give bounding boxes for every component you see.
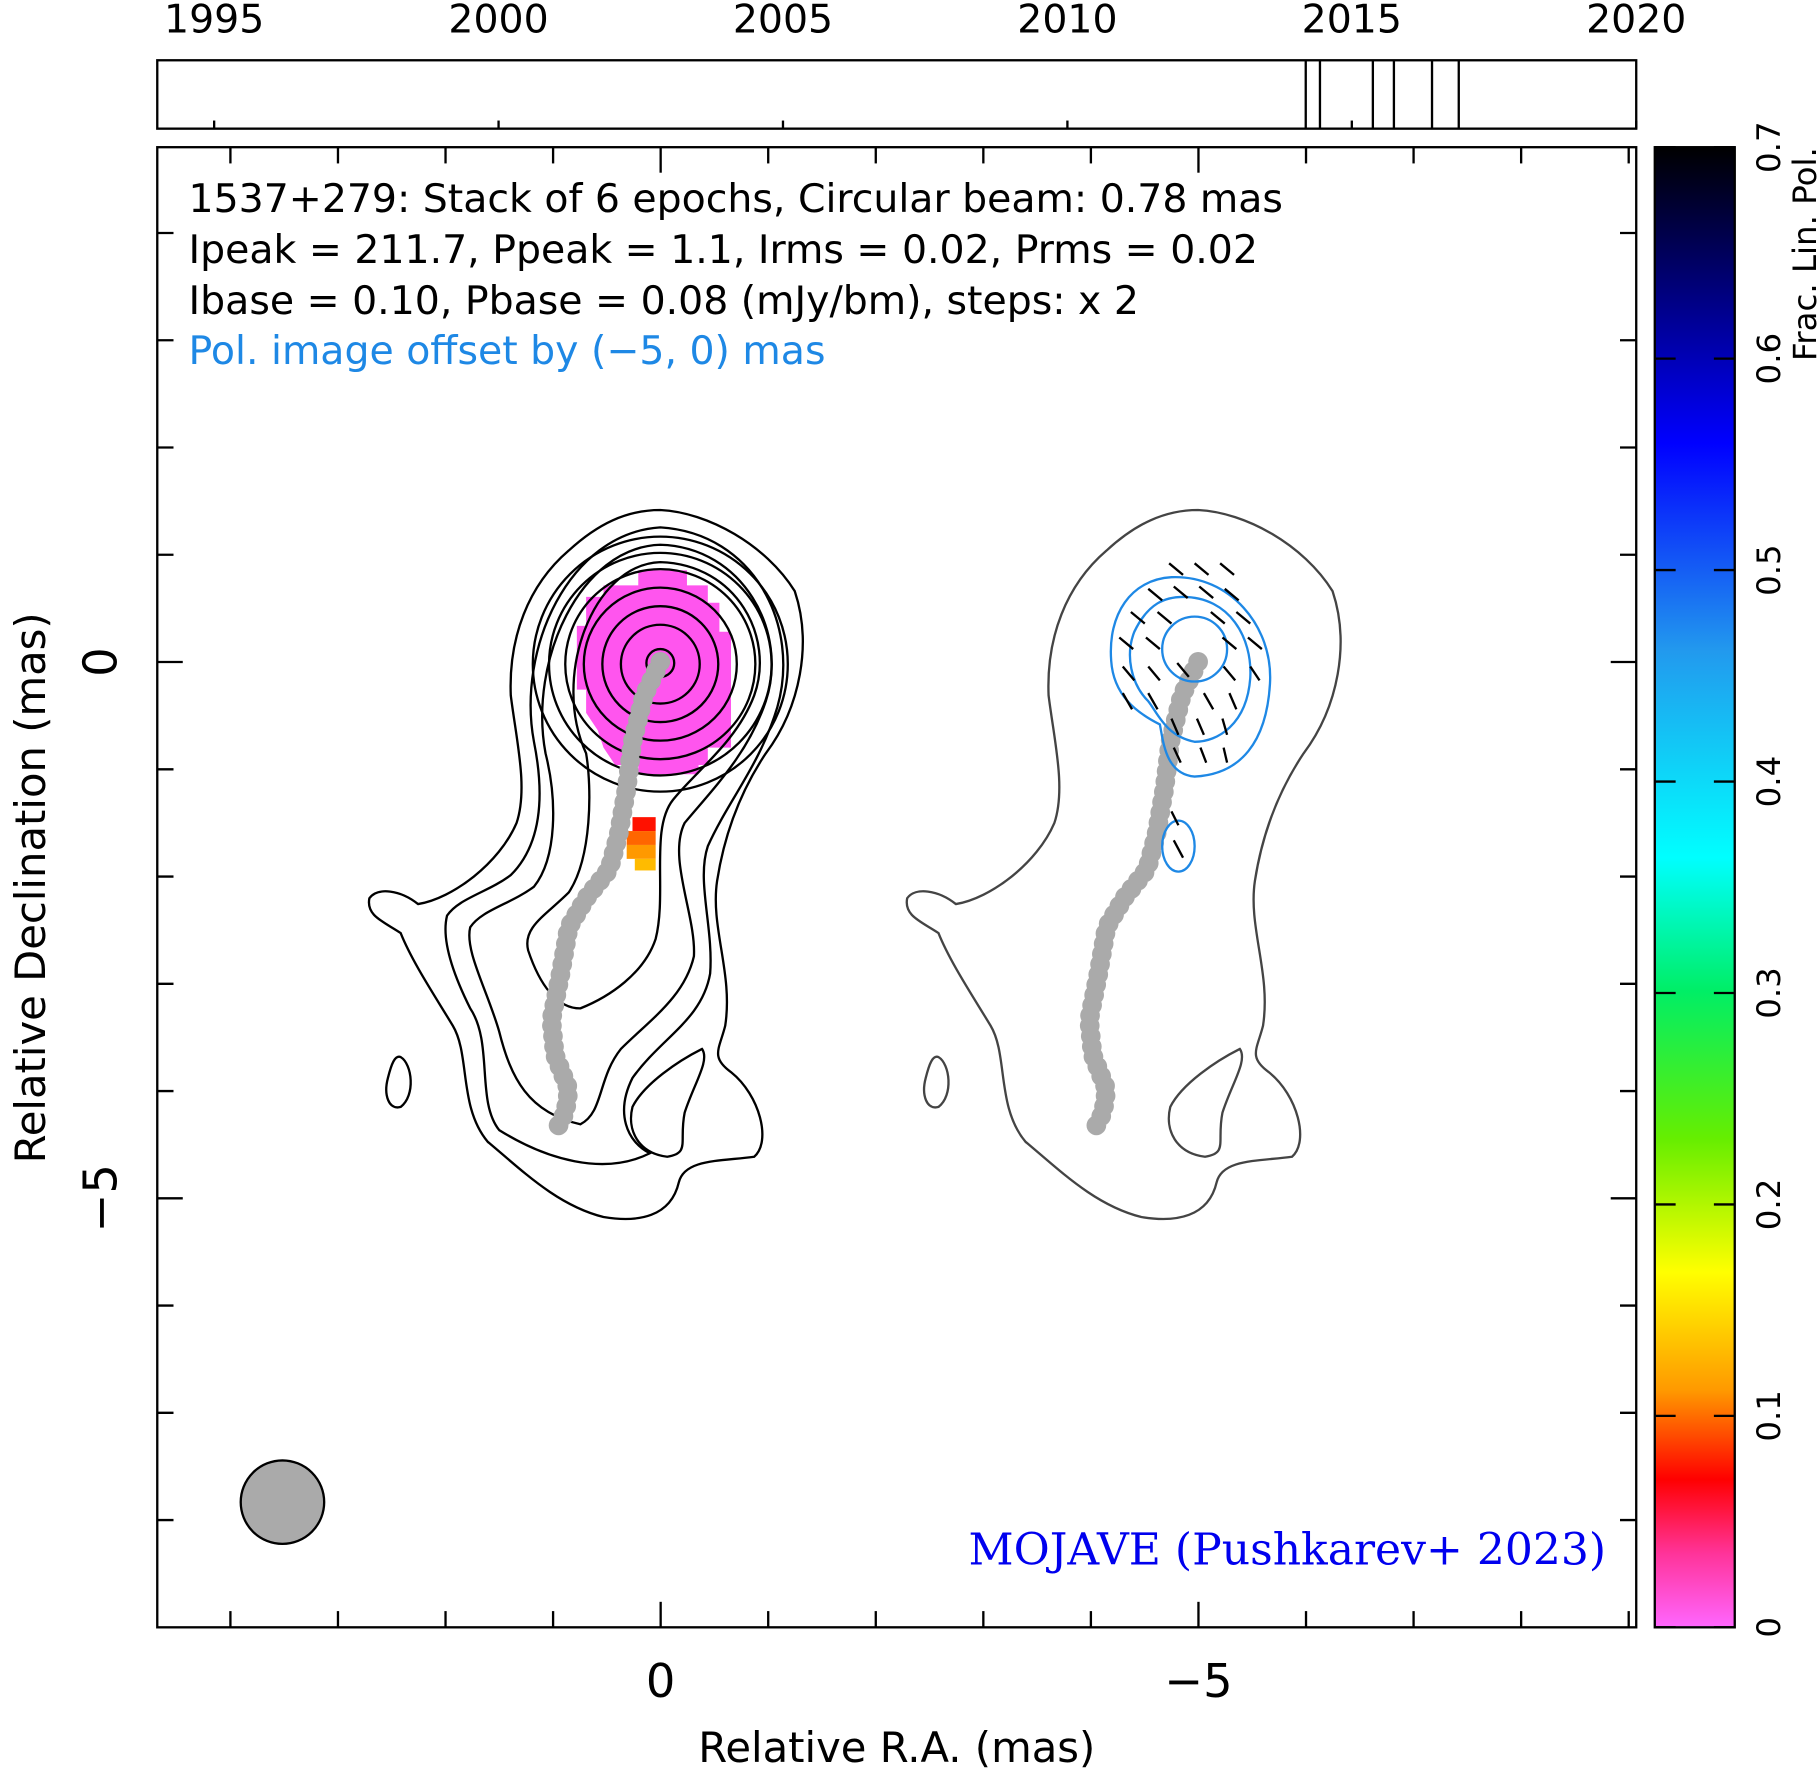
x-axis-label: Relative R.A. (mas): [698, 1723, 1095, 1772]
timeline-tick-label: 2015: [1302, 0, 1402, 42]
timeline-tick-label: 2005: [733, 0, 833, 42]
colorbar-tick-label: 0.2: [1750, 1179, 1788, 1231]
colorbar-tick-label: 0.5: [1750, 544, 1788, 596]
colorbar-tick-label: 0.7: [1750, 121, 1788, 173]
x-tick-label: 0: [646, 1654, 676, 1708]
intensity-contours: [367, 508, 804, 1221]
timeline-tick-label: 2020: [1586, 0, 1686, 42]
annotation: Ipeak = 211.7, Ppeak = 1.1, Irms = 0.02,…: [189, 227, 1258, 273]
y-tick-label: −5: [74, 1164, 128, 1232]
y-tick-label: 0: [74, 647, 128, 677]
timeline-tick-label: 2010: [1017, 0, 1117, 42]
beam: [239, 1459, 326, 1546]
pol-image-outline: [905, 508, 1342, 1221]
timeline-tick-label: 1995: [164, 0, 264, 42]
frac-pol-pixels: [626, 844, 656, 859]
plot-frame: [156, 146, 1638, 1629]
y-axis-label: Relative Declination (mas): [6, 612, 55, 1163]
credit: MOJAVE (Pushkarev+ 2023): [969, 1525, 1607, 1576]
frac-pol-pixels: [634, 858, 656, 871]
x-tick-label: −5: [1164, 1654, 1232, 1708]
colorbar-tick-label: 0: [1750, 1617, 1788, 1638]
pol-contours: [1109, 576, 1272, 873]
annotations: 1537+279: Stack of 6 epochs, Circular be…: [189, 176, 1283, 374]
evpa-ticks: [1118, 562, 1263, 859]
frac-pol-pixels: [632, 817, 656, 832]
timeline-tick-label: 2000: [448, 0, 548, 42]
annotation: Ibase = 0.10, Pbase = 0.08 (mJy/bm), ste…: [189, 278, 1139, 324]
colorbar-label: Frac. Lin. Pol.: [1786, 147, 1819, 361]
colorbar-tick-label: 0.3: [1750, 967, 1788, 1019]
annotation: Pol. image offset by (−5, 0) mas: [189, 328, 826, 374]
colorbar-tick-label: 0.4: [1750, 756, 1788, 808]
annotation: 1537+279: Stack of 6 epochs, Circular be…: [189, 176, 1283, 222]
colorbar: [1653, 146, 1736, 1629]
jet-ridge: [1089, 662, 1198, 1133]
timeline-frame: [156, 59, 1638, 130]
frac-pol-pixels: [626, 831, 656, 845]
colorbar-tick-label: 0.6: [1750, 333, 1788, 385]
colorbar-tick-label: 0.1: [1750, 1390, 1788, 1442]
axes: 0 −5 0 −5 1995 2000 2005 2010 2015 2020 0 0.1 0.2 0.3…: [74, 0, 1788, 1708]
